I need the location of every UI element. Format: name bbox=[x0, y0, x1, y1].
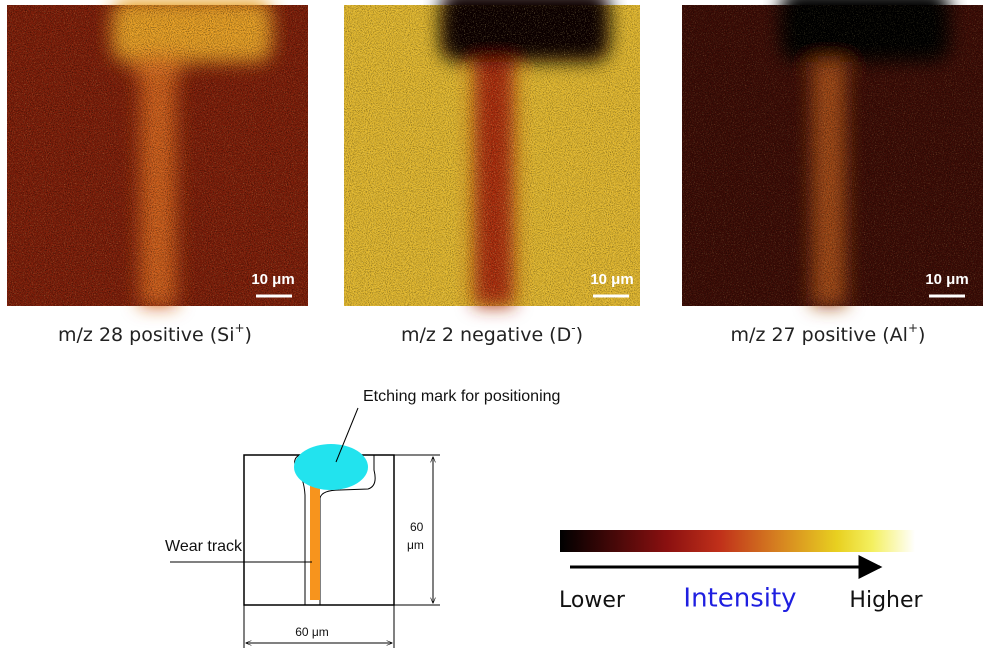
wear-label: Wear track bbox=[165, 538, 243, 555]
legend-low: Lower bbox=[559, 588, 626, 613]
caption: m/z 28 positive (Si+) bbox=[58, 321, 252, 346]
etching-label: Etching mark for positioning bbox=[363, 388, 560, 405]
scale-label: 10 μm bbox=[590, 271, 633, 288]
image-si: 10 μm bbox=[7, 0, 308, 306]
legend-title: Intensity bbox=[683, 584, 796, 614]
caption: m/z 2 negative (D-) bbox=[401, 321, 583, 346]
intensity-legend: Lower Intensity Higher bbox=[559, 530, 924, 614]
image-al: 10 μm bbox=[682, 0, 983, 306]
legend-high: Higher bbox=[849, 588, 923, 613]
caption: m/z 27 positive (Al+) bbox=[731, 321, 926, 346]
width-label: 60 μm bbox=[295, 625, 329, 639]
color-bar bbox=[560, 530, 915, 552]
height-value: 60 bbox=[410, 520, 424, 534]
scale-label: 10 μm bbox=[251, 271, 294, 288]
sample-diagram: Etching mark for positioning Wear track … bbox=[165, 388, 560, 648]
scale-label: 10 μm bbox=[925, 271, 968, 288]
image-d: 10 μm bbox=[344, 0, 640, 306]
height-unit: μm bbox=[407, 538, 424, 552]
